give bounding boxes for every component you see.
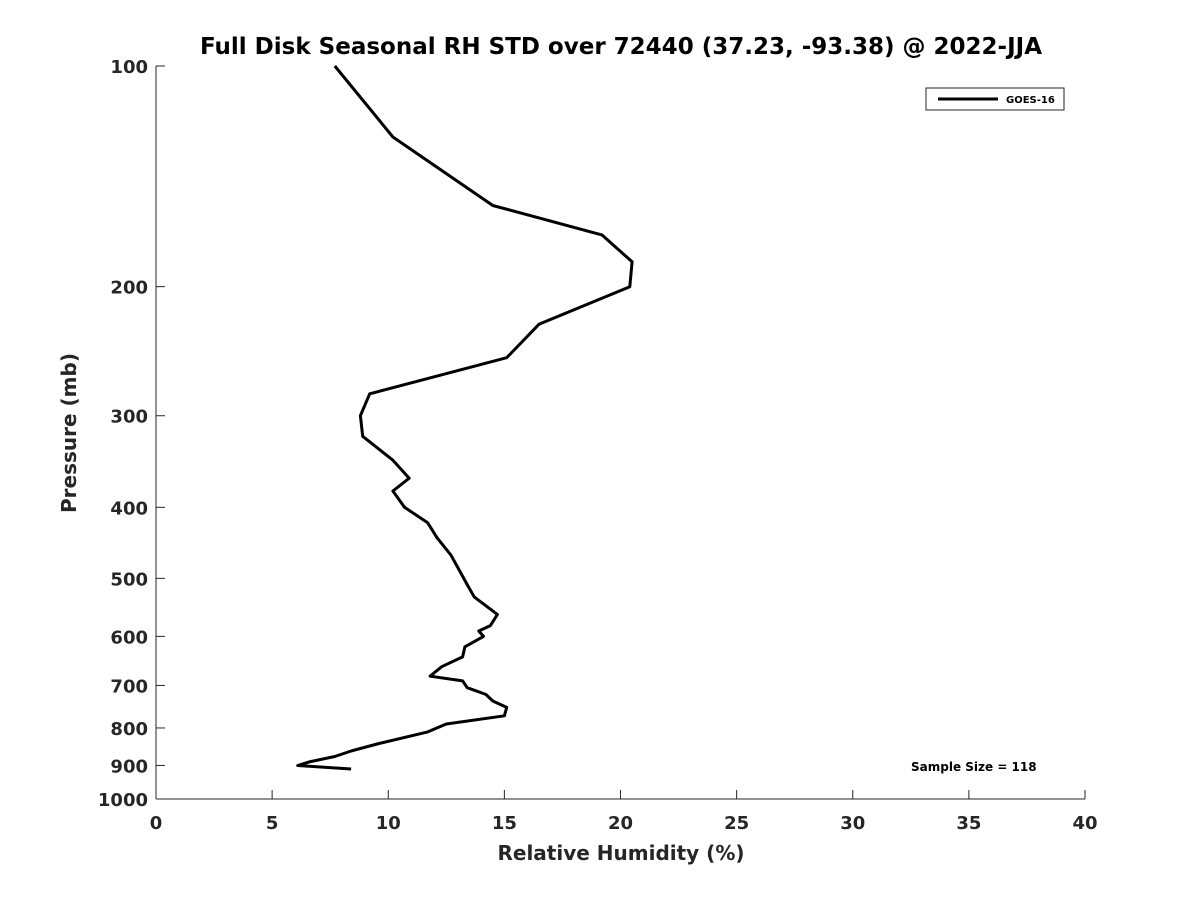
x-tick-label: 5 xyxy=(266,813,279,834)
x-axis-label: Relative Humidity (%) xyxy=(497,841,744,865)
x-tick-label: 35 xyxy=(956,813,981,834)
y-tick-label: 700 xyxy=(110,676,148,697)
x-tick-label: 0 xyxy=(150,813,163,834)
y-tick-label: 200 xyxy=(110,278,148,299)
y-tick-label: 100 xyxy=(110,57,148,78)
y-tick-label: 900 xyxy=(110,756,148,777)
legend: GOES-16 xyxy=(925,87,1065,111)
x-tick-label: 40 xyxy=(1072,813,1097,834)
y-tick-label: 300 xyxy=(110,407,148,428)
x-tick-label: 30 xyxy=(840,813,865,834)
sample-size-annotation: Sample Size = 118 xyxy=(911,760,1037,774)
x-tick-label: 20 xyxy=(608,813,633,834)
series-layer xyxy=(296,65,634,771)
legend-entry-goes-16: GOES-16 xyxy=(1006,95,1055,106)
x-tick-label: 15 xyxy=(492,813,517,834)
x-tick-label: 25 xyxy=(724,813,749,834)
y-tick-label: 1000 xyxy=(98,790,148,811)
y-tick-label: 600 xyxy=(110,627,148,648)
y-ticks: 100 200 300 400 500 600 700 800 900 1000 xyxy=(98,57,165,811)
y-tick-label: 800 xyxy=(110,719,148,740)
x-ticks: 0 5 10 15 20 25 30 35 40 xyxy=(150,790,1098,834)
chart-title: Full Disk Seasonal RH STD over 72440 (37… xyxy=(200,34,1042,60)
y-axis-label: Pressure (mb) xyxy=(57,353,81,513)
y-tick-label: 500 xyxy=(110,569,148,590)
series-line-goes-16 xyxy=(296,65,634,771)
axes xyxy=(155,66,1085,800)
y-tick-label: 400 xyxy=(110,498,148,519)
x-tick-label: 10 xyxy=(376,813,401,834)
